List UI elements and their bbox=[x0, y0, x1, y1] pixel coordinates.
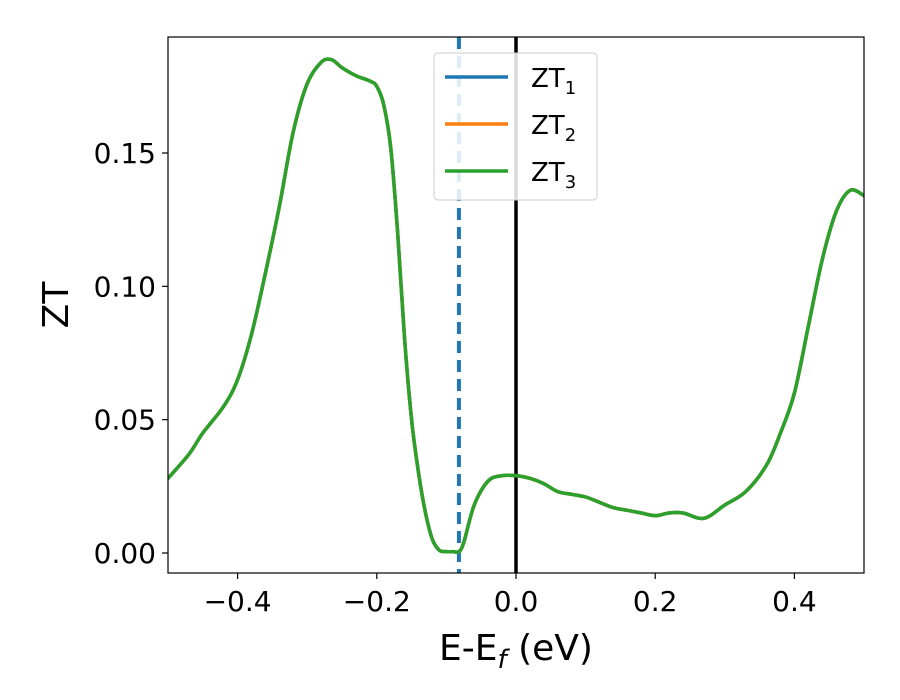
legend: ZT1 ZT2 ZT3 bbox=[433, 52, 598, 201]
series-line-zt3 bbox=[168, 57, 864, 555]
x-tick-label: 0.2 bbox=[633, 585, 678, 618]
x-tick-label: −0.4 bbox=[204, 585, 272, 618]
legend-label-zt3: ZT3 bbox=[531, 158, 576, 193]
x-axis-label: E-Ef (eV) bbox=[439, 628, 593, 675]
legend-label-zt1: ZT1 bbox=[531, 64, 576, 99]
y-axis-ticks: 0.00 0.05 0.10 0.15 bbox=[94, 137, 168, 570]
x-axis-ticks: −0.4 −0.2 0.0 0.2 0.4 bbox=[204, 573, 817, 618]
legend-box bbox=[433, 52, 598, 201]
series-lines bbox=[168, 57, 864, 555]
y-tick-label: 0.00 bbox=[94, 537, 156, 570]
x-tick-label: −0.2 bbox=[343, 585, 411, 618]
y-tick-label: 0.15 bbox=[94, 137, 156, 170]
y-tick-label: 0.05 bbox=[94, 404, 156, 437]
y-axis-label: ZT bbox=[36, 281, 77, 329]
x-tick-label: 0.4 bbox=[772, 585, 817, 618]
y-tick-label: 0.10 bbox=[94, 270, 156, 303]
legend-label-zt2: ZT2 bbox=[531, 111, 576, 146]
x-tick-label: 0.0 bbox=[494, 585, 539, 618]
